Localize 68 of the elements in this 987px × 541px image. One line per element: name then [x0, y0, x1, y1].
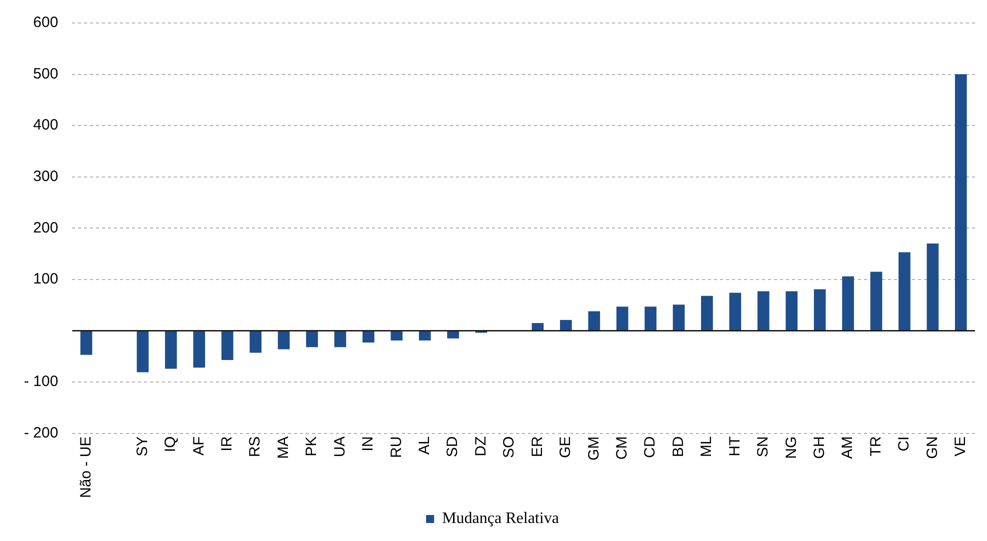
- y-tick-label: 200: [33, 219, 58, 236]
- x-tick-label: VE: [952, 436, 970, 456]
- x-tick-label: GM: [585, 436, 602, 460]
- x-tick-label: MA: [274, 436, 292, 459]
- bar: [221, 331, 234, 360]
- x-tick-label: GE: [557, 436, 574, 458]
- x-tick-label: RU: [388, 436, 405, 458]
- x-tick-label: CD: [642, 436, 659, 458]
- x-tick-label: DZ: [472, 436, 490, 456]
- x-tick-label: Não - UE: [77, 436, 94, 498]
- x-tick-label: HT: [726, 436, 744, 456]
- bar: [136, 331, 149, 372]
- x-tick-label: SO: [500, 436, 518, 458]
- x-tick-label: GH: [810, 436, 828, 459]
- x-tick-label: PK: [303, 436, 320, 456]
- x-tick-label: SN: [754, 436, 772, 458]
- x-tick-label: AF: [190, 436, 208, 456]
- bar: [418, 331, 431, 340]
- x-tick-label: IQ: [162, 436, 180, 452]
- x-tick-label: TR: [867, 436, 884, 456]
- bar: [588, 311, 600, 330]
- bar: [306, 331, 318, 348]
- x-tick-label: SY: [134, 436, 151, 456]
- bar: [842, 276, 854, 330]
- x-tick-label: ML: [698, 436, 716, 458]
- x-tick-label: BD: [670, 436, 687, 458]
- bar: [672, 304, 685, 330]
- bar: [278, 331, 290, 350]
- bar: [165, 331, 177, 369]
- y-tick-label: 500: [33, 65, 58, 82]
- y-tick-label: 600: [33, 14, 58, 32]
- bar: [532, 323, 544, 330]
- y-tick-label: 400: [33, 116, 58, 134]
- bar: [786, 291, 798, 330]
- x-tick-label: AM: [839, 436, 856, 459]
- bar: [644, 306, 656, 330]
- bar: [926, 244, 939, 330]
- bar: [898, 252, 910, 330]
- bar: [616, 306, 628, 330]
- x-tick-label: NG: [782, 436, 800, 459]
- bar: [250, 331, 262, 353]
- x-tick-label: ER: [528, 436, 546, 458]
- x-tick-label: RS: [246, 436, 264, 458]
- bar: [560, 320, 572, 330]
- bar: [334, 331, 346, 348]
- bar: [390, 331, 403, 340]
- x-tick-label: IN: [360, 436, 377, 452]
- y-tick-label: - 200: [24, 424, 58, 442]
- bar: [757, 291, 770, 330]
- y-tick-label: 100: [33, 270, 58, 288]
- bar: [729, 292, 742, 330]
- bar: [193, 331, 206, 368]
- x-tick-label: UA: [331, 436, 348, 458]
- x-tick-label: AL: [416, 436, 433, 455]
- bar: [701, 296, 713, 330]
- bar: [447, 331, 459, 338]
- x-tick-label: GN: [924, 436, 941, 459]
- x-tick-label: CI: [896, 436, 913, 452]
- bar: [814, 289, 826, 330]
- x-tick-label: CM: [613, 436, 630, 460]
- legend-label: Mudança Relativa: [442, 510, 559, 528]
- x-tick-label: SD: [444, 436, 462, 458]
- bar: [80, 331, 92, 355]
- y-tick-label: 300: [33, 168, 58, 186]
- bar: [362, 331, 374, 343]
- bar: [870, 272, 882, 330]
- y-tick-label: - 100: [24, 373, 58, 390]
- x-tick-label: IR: [218, 436, 236, 452]
